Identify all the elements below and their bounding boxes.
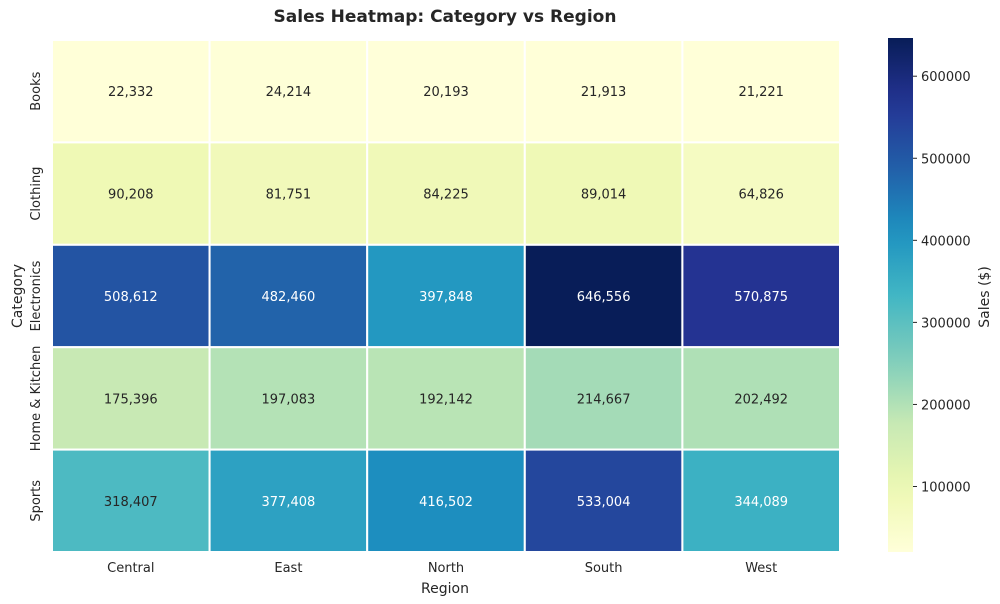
heatmap-cell xyxy=(366,448,526,554)
cell-value-label: 318,407 xyxy=(104,495,158,510)
cell-value-label: 89,014 xyxy=(581,188,627,203)
colorbar-tick-label: 100000 xyxy=(921,481,971,496)
cell-value-label: 21,913 xyxy=(581,85,627,100)
cell-value-label: 197,083 xyxy=(262,392,316,407)
cell-value-label: 570,875 xyxy=(734,290,788,305)
heatmap-cell xyxy=(208,39,369,144)
heatmap-cell xyxy=(51,448,211,554)
heatmap-cell xyxy=(51,39,211,144)
cell-value-label: 397,848 xyxy=(419,290,473,305)
x-tick-label: Central xyxy=(107,561,154,576)
heatmap-cell xyxy=(208,448,369,554)
y-tick-label: Books xyxy=(29,71,44,110)
y-tick-label: Sports xyxy=(29,480,44,522)
cell-value-label: 175,396 xyxy=(104,392,158,407)
y-tick-label: Electronics xyxy=(29,260,44,331)
heatmap-cell xyxy=(51,346,211,451)
x-axis-ticks: Central East North South West xyxy=(107,561,777,576)
cell-value-label: 533,004 xyxy=(577,495,631,510)
chart-title: Sales Heatmap: Category vs Region xyxy=(274,7,617,27)
x-axis-label: Region xyxy=(421,581,469,597)
cell-value-label: 482,460 xyxy=(262,290,316,305)
x-tick-label: North xyxy=(428,561,464,576)
cell-value-label: 202,492 xyxy=(734,392,788,407)
cell-value-label: 84,225 xyxy=(423,188,469,203)
heatmap-cell xyxy=(523,346,684,451)
heatmap-cell xyxy=(51,141,211,246)
colorbar-label: Sales ($) xyxy=(977,266,993,328)
cell-value-label: 192,142 xyxy=(419,392,473,407)
colorbar-tick-label: 300000 xyxy=(921,316,971,331)
y-tick-label: Home & Kitchen xyxy=(29,346,44,452)
heatmap-cell xyxy=(366,39,526,144)
colorbar-tick-label: 400000 xyxy=(921,234,971,249)
cell-value-label: 344,089 xyxy=(734,495,788,510)
cell-value-label: 21,221 xyxy=(738,85,784,100)
heatmap-cell xyxy=(366,346,526,451)
colorbar-tick-label: 500000 xyxy=(921,152,971,167)
y-tick-label: Clothing xyxy=(29,167,44,221)
heatmap-cell xyxy=(366,141,526,246)
heatmap-cell xyxy=(208,346,369,451)
cell-value-label: 214,667 xyxy=(577,392,631,407)
cell-value-label: 416,502 xyxy=(419,495,473,510)
colorbar-tick-label: 200000 xyxy=(921,398,971,413)
colorbar-gradient xyxy=(888,38,913,552)
heatmap-cell xyxy=(208,243,369,349)
cell-value-label: 81,751 xyxy=(266,188,312,203)
heatmap-cells: 22,332 24,214 20,193 21,913 21,221 90,208 81,7… xyxy=(51,39,842,554)
x-tick-label: South xyxy=(585,561,623,576)
colorbar-tick-label: 600000 xyxy=(921,70,971,85)
cell-value-label: 22,332 xyxy=(108,85,154,100)
cell-value-label: 646,556 xyxy=(577,290,631,305)
heatmap-cell xyxy=(681,141,842,246)
cell-value-label: 508,612 xyxy=(104,290,158,305)
cell-value-label: 90,208 xyxy=(108,188,154,203)
heatmap-cell xyxy=(681,346,842,451)
cell-value-label: 20,193 xyxy=(423,85,469,100)
x-tick-label: East xyxy=(274,561,302,576)
y-axis-label: Category xyxy=(10,264,26,328)
x-tick-label: West xyxy=(745,561,777,576)
cell-value-label: 64,826 xyxy=(738,188,784,203)
cell-value-label: 377,408 xyxy=(262,495,316,510)
cell-value-label: 24,214 xyxy=(266,85,312,100)
heatmap-cell xyxy=(523,243,684,349)
colorbar: 100000 200000 300000 400000 500000 600000 xyxy=(888,38,971,552)
y-axis-ticks: Books Clothing Electronics Home & Kitchen Sp… xyxy=(29,71,44,521)
heatmap-cell xyxy=(681,448,842,554)
